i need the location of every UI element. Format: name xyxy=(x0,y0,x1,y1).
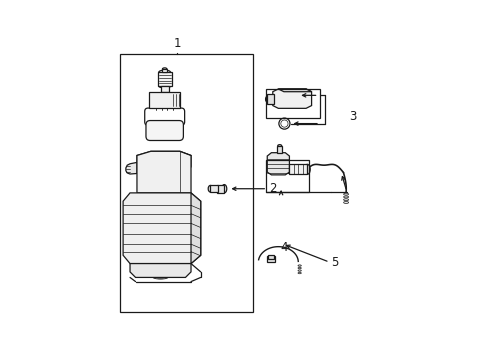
Bar xyxy=(160,86,168,93)
Ellipse shape xyxy=(297,270,301,271)
Polygon shape xyxy=(137,151,191,177)
Ellipse shape xyxy=(343,199,348,201)
Ellipse shape xyxy=(304,164,309,174)
Bar xyxy=(267,94,274,104)
Ellipse shape xyxy=(297,273,301,274)
Polygon shape xyxy=(123,193,200,264)
Text: 5: 5 xyxy=(330,256,338,269)
Ellipse shape xyxy=(162,68,166,70)
Text: 4: 4 xyxy=(280,242,287,255)
Text: 3: 3 xyxy=(348,110,356,123)
Bar xyxy=(265,159,308,192)
Circle shape xyxy=(184,184,189,188)
Ellipse shape xyxy=(265,96,268,102)
Ellipse shape xyxy=(343,196,348,198)
Ellipse shape xyxy=(159,85,170,88)
Bar xyxy=(267,256,274,262)
FancyBboxPatch shape xyxy=(146,121,183,140)
Bar xyxy=(289,164,307,174)
Ellipse shape xyxy=(297,267,301,269)
Polygon shape xyxy=(191,193,200,264)
Ellipse shape xyxy=(343,202,348,203)
Bar xyxy=(162,69,166,72)
Text: 2: 2 xyxy=(268,182,276,195)
Polygon shape xyxy=(125,162,137,174)
Polygon shape xyxy=(272,89,311,108)
Bar xyxy=(217,185,224,193)
Bar xyxy=(267,255,274,258)
Ellipse shape xyxy=(208,185,212,192)
Polygon shape xyxy=(267,153,289,175)
Ellipse shape xyxy=(152,274,168,279)
Bar xyxy=(158,72,171,86)
Polygon shape xyxy=(137,151,191,193)
Ellipse shape xyxy=(277,145,281,147)
Ellipse shape xyxy=(297,265,301,266)
Polygon shape xyxy=(278,89,311,92)
Ellipse shape xyxy=(285,94,292,103)
Ellipse shape xyxy=(215,186,219,192)
Ellipse shape xyxy=(343,193,348,195)
Ellipse shape xyxy=(159,70,170,75)
Polygon shape xyxy=(130,264,191,278)
Ellipse shape xyxy=(222,185,226,193)
Bar xyxy=(265,89,319,118)
Ellipse shape xyxy=(160,85,168,88)
Text: 1: 1 xyxy=(173,37,181,50)
Bar xyxy=(210,185,218,192)
Ellipse shape xyxy=(287,96,291,101)
Ellipse shape xyxy=(287,165,291,174)
Bar xyxy=(120,54,253,312)
Bar xyxy=(276,146,282,153)
Bar xyxy=(149,93,180,108)
